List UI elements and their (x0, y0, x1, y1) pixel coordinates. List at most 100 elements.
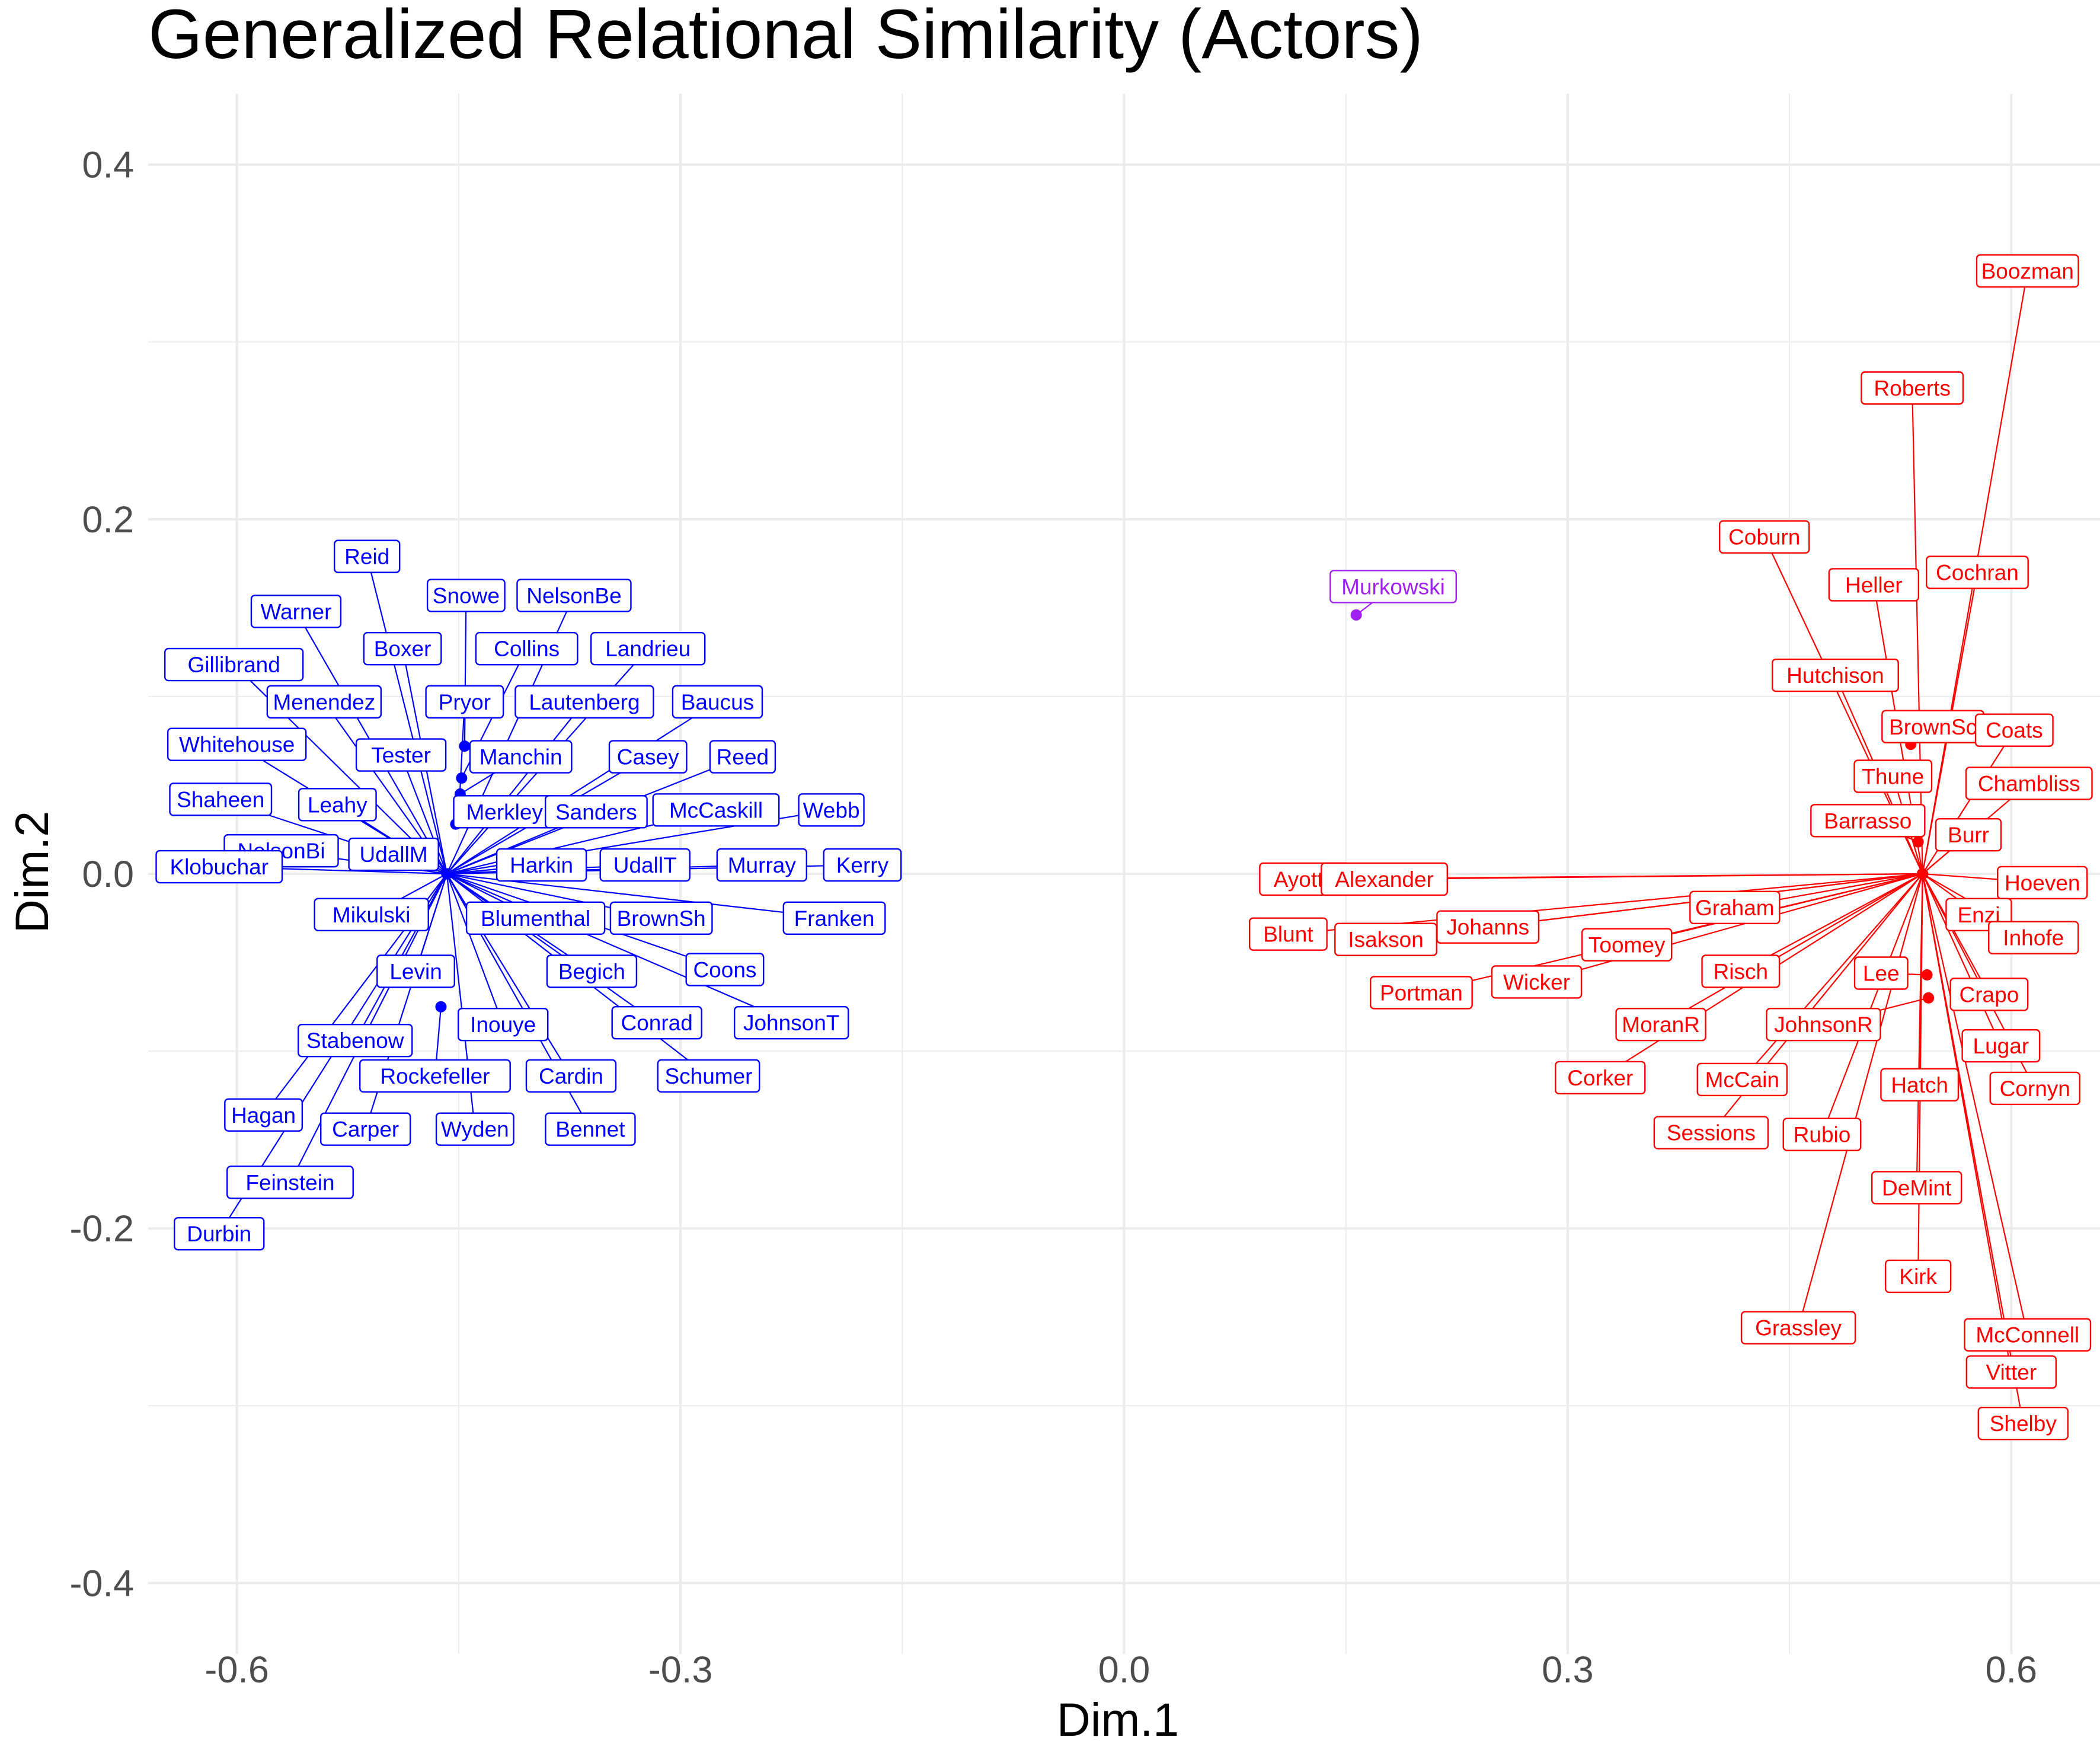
leader-line (1827, 873, 1923, 1119)
point-label: Portman (1380, 981, 1463, 1005)
label-box (458, 1008, 549, 1042)
point-label: Bennet (555, 1117, 625, 1142)
label-box (823, 848, 902, 882)
label-box (1555, 1061, 1646, 1095)
label-box (1965, 767, 2093, 800)
label-box (1925, 555, 2029, 589)
point-label: Risch (1714, 960, 1769, 984)
point-label: Coburn (1728, 525, 1800, 550)
label-box (1696, 1062, 1788, 1097)
label-box (425, 685, 504, 719)
label-box (1949, 978, 2029, 1011)
point-label: Reed (717, 745, 769, 769)
point-label: Carper (332, 1117, 399, 1142)
label-box (1810, 804, 1926, 838)
label-box (355, 738, 447, 772)
label-box (174, 1216, 265, 1251)
label-box (1740, 1311, 1856, 1345)
point-label: Levin (389, 960, 442, 984)
point-label: Harkin (510, 853, 573, 877)
label-box (609, 901, 713, 935)
label-box (611, 1006, 702, 1040)
point-label: McCain (1705, 1068, 1779, 1092)
label-box (1989, 1071, 2080, 1106)
data-point (1912, 836, 1924, 848)
label-box (798, 793, 865, 827)
x-tick-label: 0.3 (1542, 1649, 1594, 1691)
label-box (1976, 254, 2079, 288)
label-box (525, 1059, 617, 1093)
label-box (1766, 1008, 1881, 1042)
label-box (250, 595, 342, 628)
point-label: Durbin (187, 1222, 251, 1246)
leader-line (1922, 873, 2025, 1319)
y-tick-label: -0.4 (69, 1563, 134, 1604)
label-box (1321, 862, 1449, 896)
label-box (672, 685, 763, 719)
leader-line (436, 1007, 442, 1061)
point-label: Graham (1695, 896, 1775, 920)
point-label: Roberts (1874, 376, 1951, 400)
leader-line (1922, 850, 1950, 874)
data-point (441, 868, 453, 880)
label-box (599, 848, 691, 882)
label-box (1615, 1008, 1706, 1042)
point-label: Begich (558, 960, 625, 984)
label-box (608, 740, 688, 774)
label-box (334, 539, 401, 573)
point-label: Vitter (1986, 1360, 2037, 1384)
point-label: Lugar (1973, 1034, 2029, 1058)
data-point (1923, 992, 1935, 1004)
point-label: Barrasso (1824, 809, 1912, 833)
label-box (1935, 817, 2002, 852)
point-label: Heller (1845, 573, 1903, 597)
label-box (1871, 1171, 1962, 1205)
label-box (359, 1059, 511, 1093)
point-label: Alexander (1335, 867, 1434, 892)
label-box (1329, 570, 1457, 603)
leader-line (1447, 873, 1923, 880)
label-box (298, 1023, 413, 1058)
point-label: Sessions (1667, 1121, 1756, 1145)
point-label: Wicker (1503, 970, 1570, 994)
point-label: BrownSh (617, 906, 706, 931)
point-label: Hagan (231, 1103, 296, 1128)
point-label: McConnell (1976, 1323, 2079, 1347)
y-axis-title: Dim.2 (5, 811, 58, 933)
point-label: Cardin (539, 1064, 603, 1088)
point-label: Merkley (466, 800, 543, 824)
point-label: JohnsonR (1774, 1013, 1873, 1037)
label-box (1988, 921, 2079, 954)
point-label: Shelby (1990, 1412, 2057, 1436)
grid (148, 94, 2100, 1654)
leader-line (1802, 873, 1923, 1312)
x-axis-title: Dim.1 (1057, 1693, 1179, 1746)
point-label: McCaskill (669, 798, 763, 822)
point-label: Franken (794, 906, 875, 931)
label-box (320, 1112, 411, 1146)
point-label: Inhofe (2003, 926, 2064, 950)
label-box (1965, 1355, 2057, 1389)
label-box (164, 647, 304, 682)
label-box (1369, 976, 1473, 1010)
axis-ticks: -0.6 -0.3 0.0 0.3 0.6 0.4 0.2 0.0 -0.2 -0.4 (69, 145, 2037, 1691)
label-box (1782, 1117, 1862, 1151)
label-box (1977, 1406, 2069, 1441)
point-label: Lee (1863, 961, 1900, 985)
label-box (1653, 1116, 1769, 1149)
point-label: Tester (371, 743, 431, 768)
label-box (1719, 520, 1810, 554)
label-box (1884, 1259, 1952, 1294)
label-box (545, 1112, 636, 1146)
label-box (733, 1006, 849, 1040)
leader-line (1922, 873, 1957, 899)
point-label: Cornyn (2000, 1077, 2070, 1101)
label-box (1828, 568, 1920, 602)
point-label: Collins (494, 637, 560, 661)
label-box (1853, 759, 1933, 793)
point-label: Kerry (836, 853, 889, 877)
label-box (376, 954, 455, 988)
point-label: Hoeven (2005, 871, 2080, 895)
point-label: Coons (693, 958, 756, 982)
